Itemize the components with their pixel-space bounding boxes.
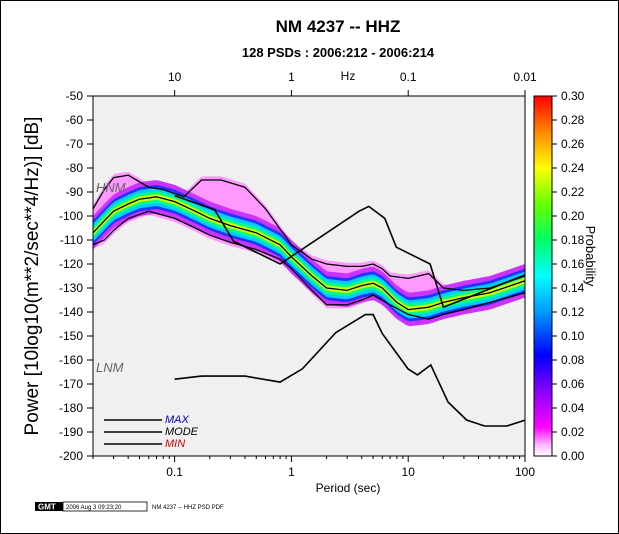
legend-max-text: MAX <box>165 414 190 426</box>
top-axis: 10 1 0.1 0.01 <box>168 70 537 96</box>
colorbar-tick-label: 0.18 <box>561 233 585 247</box>
y-tick-label: -80 <box>66 161 84 175</box>
colorbar-tick-label: 0.10 <box>561 329 585 343</box>
y-tick-label: -200 <box>59 449 83 463</box>
y-tick-label: -70 <box>66 137 84 151</box>
colorbar-tick-label: 0.12 <box>561 305 585 319</box>
top-tick-label: 1 <box>288 70 295 84</box>
y-tick-label: -150 <box>59 329 83 343</box>
colorbar-label: Probability <box>583 226 598 287</box>
colorbar-tick-label: 0.30 <box>561 89 585 103</box>
timestamp-box <box>62 501 148 512</box>
y-tick-label: -50 <box>66 89 84 103</box>
colorbar-tick-label: 0.26 <box>561 137 585 151</box>
gmt-logo <box>35 502 63 511</box>
y-tick-label: -160 <box>59 353 83 367</box>
colorbar-tick-label: 0.22 <box>561 185 585 199</box>
top-axis-label: Hz <box>341 69 356 83</box>
chart-subtitle: 128 PSDs : 2006:212 - 2006:214 <box>242 45 435 60</box>
plot-border <box>92 95 526 457</box>
x-tick-label: 1 <box>288 465 295 479</box>
x-tick-label: 100 <box>515 465 535 479</box>
footer-caption: NM 4237 -- HHZ PSD PDF <box>152 505 224 511</box>
colorbar-tick-label: 0.06 <box>561 377 585 391</box>
colorbar-tick-label: 0.14 <box>561 281 585 295</box>
y-tick-label: -170 <box>59 377 83 391</box>
density-cyan <box>93 188 525 319</box>
y-tick-label: -60 <box>66 113 84 127</box>
colorbar-tick-label: 0.02 <box>561 425 585 439</box>
colorbar-tick-label: 0.28 <box>561 113 585 127</box>
colorbar-tick-label: 0.04 <box>561 401 585 415</box>
colorbar-tick-label: 0.08 <box>561 353 585 367</box>
y-axis: -50 -60 -70 -80 -90 -100 -110 -120 -130 -140 -150 -… <box>59 89 93 463</box>
y-tick-label: -180 <box>59 401 83 415</box>
colorbar-tick-label: 0.20 <box>561 209 585 223</box>
x-tick-label: 10 <box>402 465 416 479</box>
lnm-curve <box>174 313 525 427</box>
top-tick-label: 0.01 <box>513 70 537 84</box>
y-tick-label: -110 <box>60 233 83 247</box>
top-tick-label: 10 <box>168 70 182 84</box>
x-tick-label: 0.1 <box>166 465 183 479</box>
colorbar-tick-label: 0.16 <box>561 257 585 271</box>
lnm-label: LNM <box>96 360 124 375</box>
legend-mode-text: MODE <box>165 426 199 438</box>
colorbar <box>533 95 553 457</box>
y-tick-label: -130 <box>59 281 83 295</box>
mode-curve <box>93 196 525 311</box>
y-tick-label: -120 <box>59 257 83 271</box>
colorbar-tick-label: 0.00 <box>561 449 585 463</box>
footer: GMT 2006 Aug 3 09:23:20 NM 4237 -- HHZ P… <box>35 501 224 512</box>
y-tick-label: -190 <box>59 425 83 439</box>
colorbar-axis: 0.30 0.28 0.26 0.24 0.22 0.20 0.18 0.16 0.14 0.12… <box>552 89 585 463</box>
y-tick-label: -100 <box>59 209 83 223</box>
colorbar-tick-label: 0.24 <box>561 161 585 175</box>
y-tick-label: -90 <box>66 185 84 199</box>
gmt-logo-text: GMT <box>38 503 56 512</box>
x-axis-label: Period (sec) <box>316 481 381 495</box>
noise-curves <box>93 174 525 427</box>
legend: MAX MODE MIN <box>104 414 199 450</box>
y-axis-label: Power [10log10(m**2/sec**4/Hz)] [dB] <box>22 117 43 436</box>
min-curve <box>93 210 525 320</box>
max-curve <box>93 174 525 292</box>
legend-min-text: MIN <box>165 438 185 450</box>
timestamp: 2006 Aug 3 09:23:20 <box>66 505 122 511</box>
density-green <box>93 191 525 316</box>
x-axis: 0.1 1 10 100 <box>92 456 535 479</box>
chart-title: NM 4237 -- HHZ <box>276 17 401 36</box>
y-tick-label: -140 <box>59 305 83 319</box>
hnm-label: HNM <box>96 180 126 195</box>
top-tick-label: 0.1 <box>400 70 417 84</box>
probability-density <box>93 172 525 327</box>
